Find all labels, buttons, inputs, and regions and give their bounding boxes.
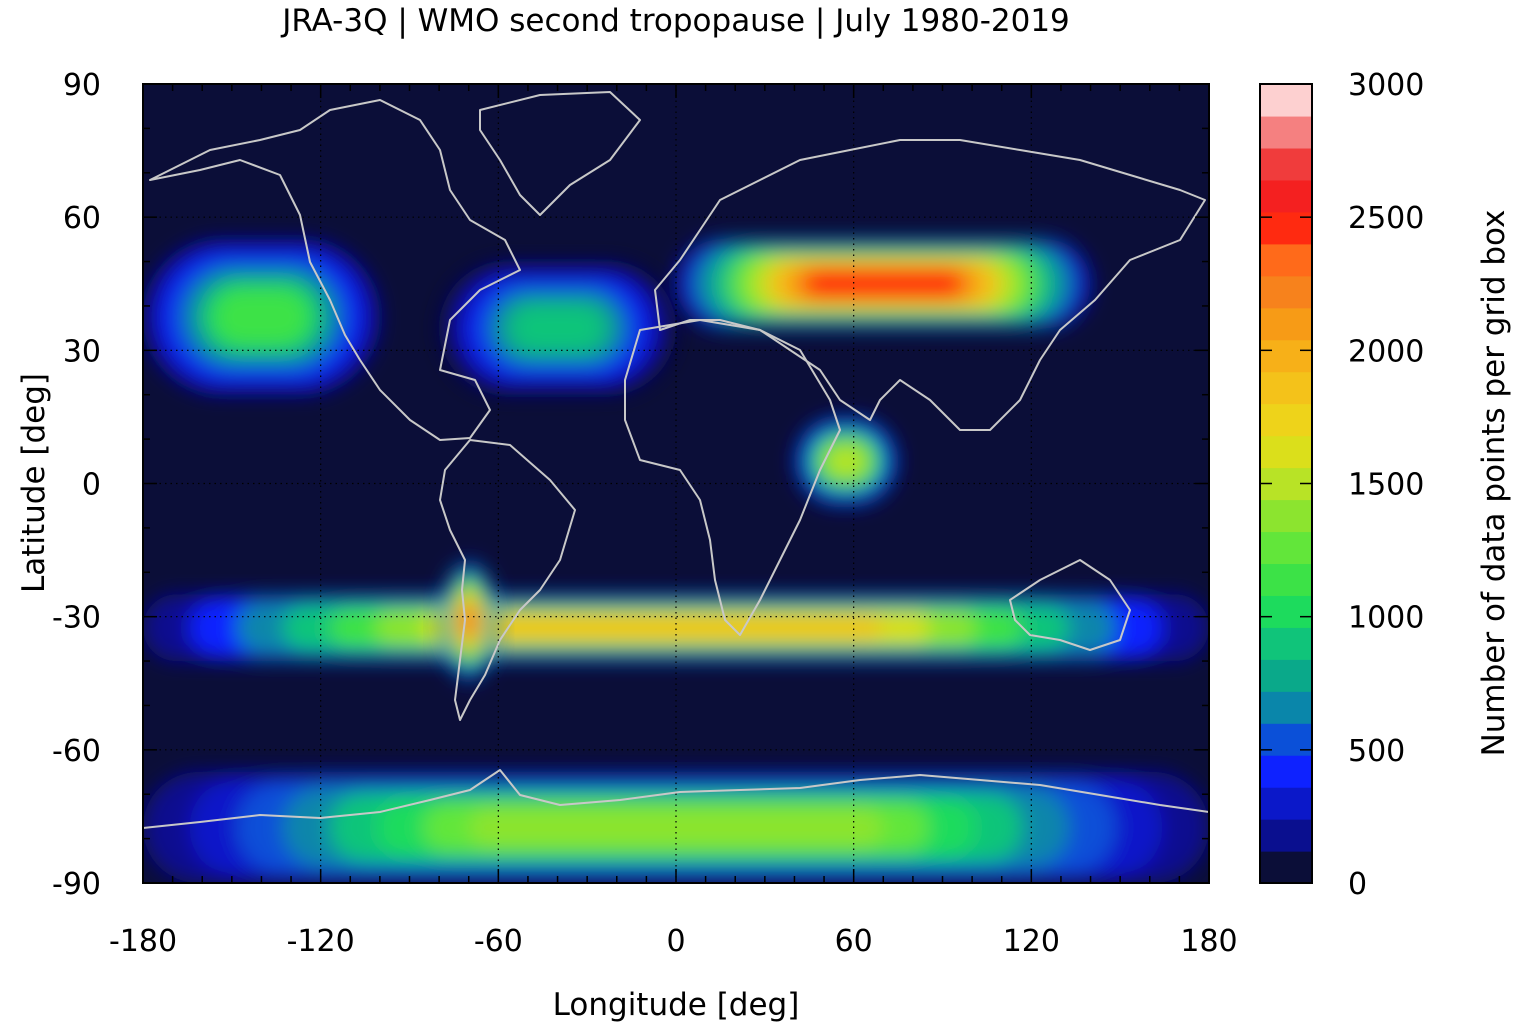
x-tick-label: 60 <box>835 924 873 959</box>
grid-lines <box>143 84 1209 883</box>
y-tick-label: -90 <box>52 867 101 902</box>
colorbar-swatch <box>1260 307 1312 341</box>
coastline-africa <box>624 319 841 636</box>
colorbar-swatch <box>1260 819 1312 852</box>
y-tick-label: -60 <box>52 734 101 769</box>
field-feature <box>143 239 380 395</box>
colorbar-swatch <box>1260 147 1312 181</box>
x-tick-label: -180 <box>109 924 177 959</box>
colorbar-swatch <box>1260 243 1312 277</box>
colorbar-swatch <box>1260 371 1312 405</box>
colorbar-swatch <box>1260 787 1312 820</box>
y-axis-label: Latitude [deg] <box>16 373 52 593</box>
colorbar-swatch <box>1260 755 1312 788</box>
coastline-north-america <box>149 99 521 441</box>
colorbar-tick-label: 0 <box>1348 867 1367 902</box>
field-band <box>469 616 883 640</box>
x-tick-label: -60 <box>474 924 523 959</box>
colorbar-swatch <box>1260 403 1312 437</box>
colorbar <box>1260 84 1312 884</box>
colorbar-swatch <box>1260 179 1312 213</box>
colorbar-tick-label: 2000 <box>1348 334 1424 369</box>
x-tick-label: -120 <box>287 924 355 959</box>
x-axis-label: Longitude [deg] <box>553 987 800 1023</box>
field-band <box>511 305 604 352</box>
chart-title: JRA-3Q | WMO second tropopause | July 19… <box>280 3 1070 39</box>
colorbar-swatch <box>1260 627 1312 660</box>
colorbar-swatch <box>1260 435 1312 469</box>
colorbar-tick-label: 1000 <box>1348 601 1424 636</box>
y-tick-label: 0 <box>82 468 101 503</box>
coastline-australia <box>1009 559 1131 651</box>
field-band <box>802 268 964 300</box>
colorbar-swatch <box>1260 691 1312 724</box>
field-feature <box>794 416 899 506</box>
colorbar-ticks: 3000 2500 2000 1500 1000 500 0 <box>1260 68 1424 902</box>
x-tick-label: 180 <box>1180 924 1237 959</box>
x-tick-label: 0 <box>666 924 685 959</box>
x-tick-label: 120 <box>1003 924 1060 959</box>
colorbar-tick-label: 1500 <box>1348 468 1424 503</box>
axis-ticks <box>142 83 1210 884</box>
colorbar-tick-label: 2500 <box>1348 201 1424 236</box>
coastline-greenland <box>479 91 641 216</box>
colorbar-label: Number of data points per grid box <box>1476 210 1512 757</box>
colorbar-tick-label: 500 <box>1348 734 1405 769</box>
colorbar-swatch <box>1260 275 1312 309</box>
colorbar-swatch <box>1260 659 1312 692</box>
axis-tick-labels: -180 -120 -60 0 60 120 180 90 60 30 0 -30 -60 -90 <box>52 68 1238 959</box>
y-tick-label: 60 <box>63 201 101 236</box>
field-band <box>465 613 473 629</box>
coastlines <box>143 91 1209 829</box>
colorbar-swatch <box>1260 595 1312 628</box>
plot-area <box>143 84 1209 883</box>
colorbar-swatch <box>1260 531 1312 564</box>
field-band <box>215 290 308 344</box>
colorbar-swatch <box>1260 339 1312 373</box>
colorbar-tick-label: 3000 <box>1348 68 1424 103</box>
colorbar-swatch <box>1260 499 1312 533</box>
y-tick-label: 90 <box>63 68 101 103</box>
colorbar-swatch <box>1260 723 1312 756</box>
y-tick-label: 30 <box>63 334 101 369</box>
coastline-antarctica <box>143 769 1209 829</box>
field-band <box>826 446 867 477</box>
field-feature <box>676 239 1091 329</box>
colorbar-swatch <box>1260 851 1312 884</box>
coastline-south-america <box>439 439 576 721</box>
field-feature <box>440 561 498 681</box>
y-tick-label: -30 <box>52 601 101 636</box>
density-field <box>143 239 1209 883</box>
colorbar-swatch <box>1260 563 1312 596</box>
field-feature <box>439 261 676 395</box>
colorbar-swatch <box>1260 84 1312 117</box>
colorbar-swatch <box>1260 115 1312 149</box>
